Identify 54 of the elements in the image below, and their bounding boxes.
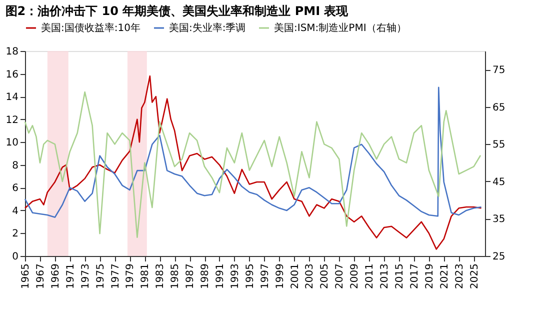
x-tick-label: 1997 <box>260 264 271 289</box>
x-tick-label: 1969 <box>50 264 62 289</box>
x-tick-label: 2003 <box>304 264 316 289</box>
x-tick-label: 1985 <box>170 264 182 289</box>
line-series <box>24 75 482 250</box>
x-tick-label: 2017 <box>409 264 420 289</box>
y2-tick-label: 35 <box>492 214 506 226</box>
y-tick-label: 6 <box>12 183 18 194</box>
y-tick-label: 2 <box>12 228 18 240</box>
legend-label: 美国:失业率:季调 <box>169 22 246 34</box>
x-tick-label: 2015 <box>394 264 406 289</box>
y-tick-label: 12 <box>6 114 18 126</box>
x-tick-label: 2001 <box>290 264 301 289</box>
x-tick-label: 1989 <box>200 264 212 289</box>
x-tick-label: 2011 <box>364 264 376 289</box>
x-tick-label: 1991 <box>214 264 226 289</box>
x-tick-label: 1967 <box>35 264 46 289</box>
x-tick-label: 2023 <box>454 264 466 289</box>
x-tick-label: 2007 <box>334 264 346 289</box>
x-tick-label: 1977 <box>110 264 122 289</box>
x-tick-label: 1975 <box>95 264 106 289</box>
y-tick-label: 10 <box>6 138 18 149</box>
x-tick-label: 2025 <box>469 264 480 289</box>
x-tick-label: 2019 <box>424 264 436 289</box>
y2-tick-label: 45 <box>492 176 506 188</box>
legend-label: 美国:国债收益率:10年 <box>41 22 140 34</box>
x-tick-label: 1995 <box>244 264 256 289</box>
x-tick-label: 1979 <box>125 264 136 289</box>
x-tick-label: 1999 <box>274 264 286 289</box>
x-tick-label: 1987 <box>185 264 196 289</box>
x-tick-label: 1981 <box>140 264 152 289</box>
x-tick-label: 1973 <box>80 264 92 289</box>
chart-title: 图2：油价冲击下 10 年期美债、美国失业率和制造业 PMI 表现 <box>5 4 350 18</box>
x-tick-label: 2005 <box>320 264 331 289</box>
x-tick-label: 2013 <box>380 264 391 289</box>
y-tick-label: 16 <box>6 69 18 80</box>
x-tick-label: 2021 <box>439 264 450 289</box>
y2-tick-label: 65 <box>492 102 506 114</box>
y-tick-label: 14 <box>6 92 18 104</box>
y-tick-label: 4 <box>12 206 18 217</box>
x-tick-label: 1971 <box>65 264 76 289</box>
x-tick-label: 1965 <box>20 264 32 289</box>
y-tick-label: 0 <box>12 252 18 262</box>
y2-tick-label: 75 <box>492 65 506 76</box>
line-series <box>24 91 482 238</box>
line-series <box>24 86 482 218</box>
y-tick-label: 18 <box>6 46 18 58</box>
x-tick-label: 1993 <box>230 264 241 289</box>
x-tick-label: 1983 <box>155 264 166 289</box>
legend-label: 美国:ISM:制造业PMI（右轴） <box>274 22 406 34</box>
y-tick-label: 8 <box>12 160 18 172</box>
x-tick-label: 2009 <box>350 264 361 289</box>
y2-tick-label: 25 <box>492 252 506 262</box>
y2-tick-label: 55 <box>492 140 506 151</box>
